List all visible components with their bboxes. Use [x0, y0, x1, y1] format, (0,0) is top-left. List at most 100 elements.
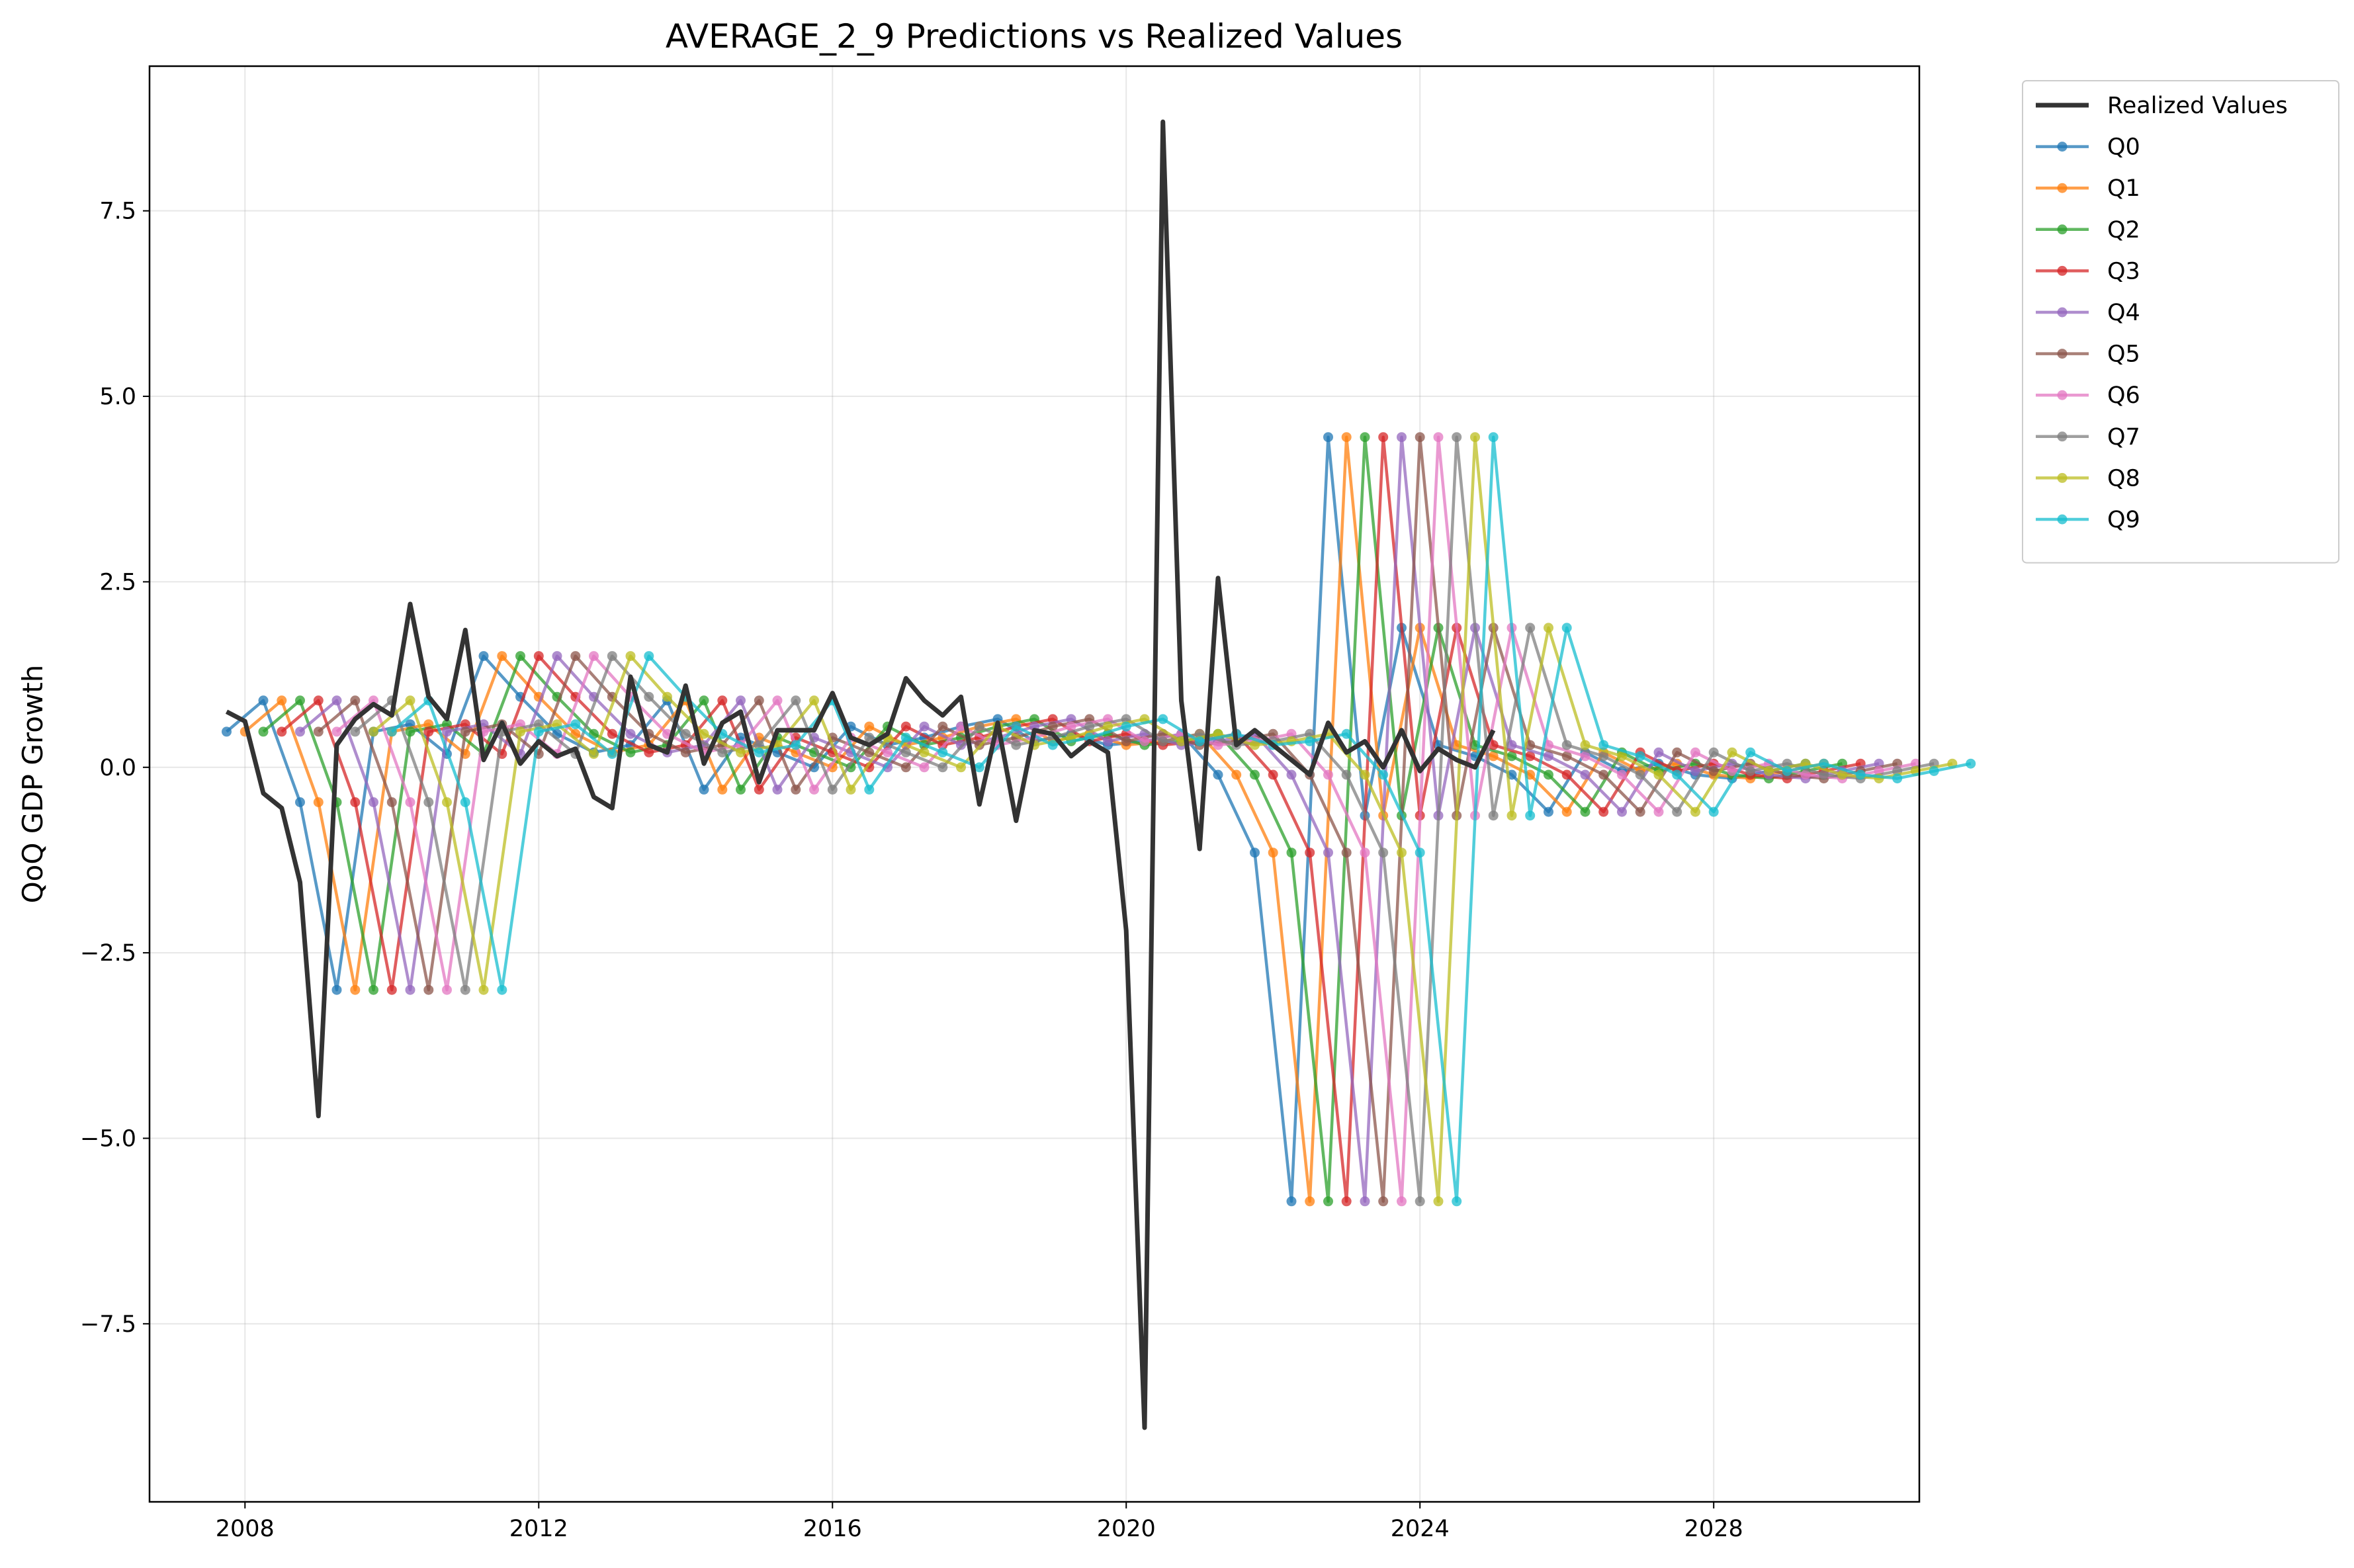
x-tick-label: 2024: [1391, 1516, 1450, 1542]
data-point-q5: [1415, 432, 1425, 443]
legend-label: Q2: [2107, 217, 2140, 243]
data-point-q7: [680, 728, 691, 739]
data-point-q9: [460, 797, 470, 807]
data-point-q7: [1452, 432, 1462, 443]
data-point-q9: [900, 732, 911, 743]
data-point-q9: [1488, 432, 1499, 443]
legend-label: Q7: [2107, 424, 2140, 451]
legend-marker: [2057, 431, 2068, 442]
data-point-q5: [791, 784, 801, 795]
data-point-q7: [1341, 769, 1352, 780]
data-point-q4: [1286, 769, 1297, 780]
data-point-q5: [754, 695, 764, 706]
data-point-q0: [1544, 806, 1553, 817]
y-tick-label: −5.0: [80, 1125, 136, 1152]
data-point-q4: [295, 726, 305, 737]
data-point-q2: [625, 747, 636, 758]
data-point-q8: [1544, 623, 1553, 633]
data-point-q8: [1360, 769, 1370, 780]
data-point-q3: [386, 984, 397, 995]
data-point-q8: [662, 691, 672, 702]
data-point-q2: [1360, 432, 1370, 443]
data-point-q9: [1194, 736, 1205, 746]
data-point-q0: [331, 984, 342, 995]
data-point-q7: [1635, 769, 1645, 780]
series-layer: [222, 119, 1976, 1430]
data-point-q9: [1745, 747, 1756, 758]
data-point-q6: [1653, 806, 1664, 817]
data-point-q8: [1433, 1196, 1444, 1207]
data-point-q1: [1488, 751, 1499, 762]
data-point-q7: [827, 784, 838, 795]
x-tick-label: 2016: [803, 1516, 862, 1542]
data-point-q2: [258, 726, 269, 737]
legend-item-q8: Q8: [2036, 465, 2140, 492]
data-point-q9: [1525, 810, 1536, 821]
plot-frame: [148, 65, 1921, 1503]
data-point-q7: [1708, 747, 1719, 758]
data-point-q0: [1213, 769, 1223, 780]
data-point-q9: [1341, 728, 1352, 739]
legend-item-q1: Q1: [2036, 175, 2140, 202]
legend-marker: [2057, 307, 2068, 318]
data-point-q7: [1158, 736, 1168, 746]
data-point-q7: [1488, 810, 1499, 821]
data-point-q8: [1837, 769, 1847, 780]
data-point-q8: [1764, 765, 1774, 776]
data-point-q5: [864, 747, 875, 758]
data-point-q3: [644, 747, 654, 758]
data-point-q6: [1433, 432, 1444, 443]
data-point-q5: [313, 726, 324, 737]
data-point-q6: [405, 797, 415, 807]
legend-label: Q8: [2107, 465, 2140, 492]
data-point-q4: [1397, 432, 1407, 443]
legend-item-q7: Q7: [2036, 424, 2140, 451]
data-point-q9: [1598, 740, 1609, 750]
data-point-q5: [1635, 806, 1645, 817]
data-point-q4: [1506, 740, 1517, 750]
data-point-q2: [1506, 751, 1517, 762]
data-point-q8: [1397, 848, 1407, 858]
data-point-q6: [1580, 751, 1591, 762]
y-tick-label: −2.5: [80, 940, 136, 967]
data-point-q9: [1929, 765, 1939, 776]
data-point-q8: [478, 984, 489, 995]
data-point-q2: [295, 695, 305, 706]
data-point-q7: [974, 721, 984, 732]
legend-label: Q3: [2107, 258, 2140, 284]
data-point-q6: [1617, 769, 1627, 780]
data-point-q1: [1305, 1196, 1315, 1207]
data-point-q8: [1103, 721, 1113, 732]
series-line-q8: [372, 435, 1953, 1203]
data-point-q4: [1360, 1196, 1370, 1207]
data-point-q3: [1488, 740, 1499, 750]
y-tick-label: 7.5: [99, 198, 136, 225]
data-point-q1: [350, 984, 361, 995]
data-point-q4: [736, 695, 746, 706]
data-point-q7: [791, 695, 801, 706]
data-point-q7: [423, 797, 434, 807]
data-point-q3: [350, 797, 361, 807]
data-point-q8: [442, 797, 452, 807]
data-point-q8: [625, 651, 636, 662]
data-point-q8: [405, 695, 415, 706]
data-point-q9: [1561, 623, 1572, 633]
data-point-q5: [937, 721, 948, 732]
data-point-q9: [607, 749, 617, 760]
data-point-q3: [754, 784, 764, 795]
data-point-q7: [1672, 806, 1682, 817]
data-point-q9: [1415, 848, 1425, 858]
legend-item-q6: Q6: [2036, 382, 2140, 409]
x-tick-label: 2012: [509, 1516, 568, 1542]
data-point-q7: [864, 732, 875, 743]
data-point-q3: [1378, 432, 1389, 443]
data-point-q6: [1727, 765, 1737, 776]
data-point-q7: [717, 747, 728, 758]
data-point-q4: [1580, 769, 1591, 780]
data-point-q5: [1672, 747, 1682, 758]
data-point-q1: [277, 695, 287, 706]
legend-box: [2022, 80, 2339, 564]
data-point-q4: [1103, 736, 1113, 746]
legend-label: Q0: [2107, 134, 2140, 161]
